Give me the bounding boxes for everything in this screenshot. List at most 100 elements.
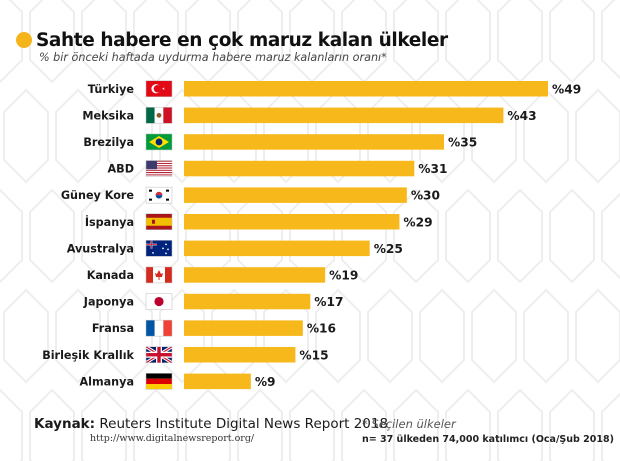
background-shape bbox=[133, 388, 179, 461]
source-url[interactable]: http://www.digitalnewsreport.org/ bbox=[90, 433, 255, 444]
data-label: %19 bbox=[329, 268, 358, 282]
data-label: %49 bbox=[552, 82, 581, 96]
category-label: İspanya bbox=[85, 215, 134, 229]
turkey-flag-icon bbox=[145, 80, 173, 97]
bar bbox=[184, 293, 311, 310]
bar bbox=[184, 187, 407, 203]
spain-flag-icon bbox=[145, 213, 173, 230]
background-shape bbox=[289, 388, 335, 461]
background-shape bbox=[81, 388, 127, 461]
japan-flag-icon bbox=[145, 293, 173, 310]
data-label: %29 bbox=[403, 215, 432, 229]
title-bullet-icon bbox=[16, 32, 32, 48]
category-label: Kanada bbox=[87, 269, 134, 282]
bar bbox=[184, 160, 415, 177]
data-label: %30 bbox=[411, 189, 440, 203]
background-shape bbox=[523, 88, 569, 184]
brazil-flag-icon bbox=[145, 133, 173, 151]
bar bbox=[184, 373, 251, 390]
data-label: %15 bbox=[299, 348, 328, 362]
bar bbox=[184, 267, 326, 283]
background-shape bbox=[237, 388, 283, 461]
background-shape bbox=[3, 88, 49, 184]
bar bbox=[184, 320, 303, 336]
data-label: %9 bbox=[255, 375, 276, 389]
background-shape bbox=[601, 192, 620, 280]
background-shape bbox=[81, 0, 127, 84]
background-shape bbox=[159, 288, 205, 384]
background-shape bbox=[575, 88, 620, 184]
background-shape bbox=[601, 0, 620, 80]
background-shape bbox=[549, 188, 595, 284]
background-shape bbox=[575, 288, 620, 384]
background-shape bbox=[549, 0, 595, 84]
background-shape bbox=[497, 188, 543, 284]
bar bbox=[184, 134, 444, 150]
background-shape bbox=[523, 288, 569, 384]
france-flag-icon bbox=[145, 319, 173, 337]
footnote: * Seçilen ülkeler bbox=[362, 417, 456, 431]
bar bbox=[184, 240, 370, 257]
background-shape bbox=[55, 288, 101, 384]
germany-flag-icon bbox=[145, 373, 173, 390]
bar bbox=[184, 107, 504, 124]
data-label: %31 bbox=[418, 162, 447, 176]
background-shape bbox=[29, 188, 75, 284]
background-shape bbox=[471, 288, 517, 384]
background-shape bbox=[29, 0, 75, 84]
background-shape bbox=[393, 188, 439, 284]
background-shape bbox=[0, 388, 23, 461]
source-text: Reuters Institute Digital News Report 20… bbox=[99, 416, 389, 432]
category-label: Türkiye bbox=[88, 83, 135, 96]
bar bbox=[184, 214, 400, 230]
background-shape bbox=[185, 388, 231, 461]
background-shape bbox=[601, 392, 620, 461]
uk-flag-icon bbox=[145, 345, 173, 365]
usa-flag-icon bbox=[145, 160, 173, 177]
background-shape bbox=[445, 188, 491, 284]
background-shape bbox=[497, 388, 543, 461]
background-shape bbox=[549, 388, 595, 461]
background-shape bbox=[0, 188, 23, 284]
background-shape bbox=[81, 188, 127, 284]
category-label: Almanya bbox=[79, 375, 134, 388]
category-label: Avustralya bbox=[67, 242, 134, 255]
canada-flag-icon bbox=[145, 266, 173, 284]
background-shape bbox=[419, 288, 465, 384]
south-korea-flag-icon bbox=[145, 186, 173, 204]
background-shape bbox=[107, 288, 153, 384]
data-label: %35 bbox=[448, 135, 477, 149]
background-shape bbox=[0, 0, 23, 84]
category-label: Birleşik Krallık bbox=[42, 349, 134, 362]
category-label: Japonya bbox=[83, 296, 134, 309]
mexico-flag-icon bbox=[145, 107, 173, 124]
category-label: Güney Kore bbox=[61, 189, 135, 202]
data-label: %17 bbox=[314, 295, 343, 309]
background-shape bbox=[29, 388, 75, 461]
background-shape bbox=[55, 88, 101, 184]
chart-title: Sahte habere en çok maruz kalan ülkeler bbox=[36, 30, 448, 51]
data-label: %16 bbox=[307, 322, 336, 336]
background-shape bbox=[367, 288, 413, 384]
background-shape bbox=[341, 388, 387, 461]
category-label: Fransa bbox=[92, 322, 134, 335]
sample-size: n= 37 ülkeden 74,000 katılımcı (Oca/Şub … bbox=[362, 434, 614, 445]
bar bbox=[184, 81, 548, 97]
data-label: %25 bbox=[374, 242, 403, 256]
source-label: Kaynak: bbox=[34, 416, 96, 432]
category-label: ABD bbox=[108, 163, 134, 176]
background-shape bbox=[445, 388, 491, 461]
background-shape bbox=[393, 388, 439, 461]
background-shape bbox=[3, 288, 49, 384]
category-label: Brezilya bbox=[83, 136, 134, 149]
source-line: Kaynak: Reuters Institute Digital News R… bbox=[34, 416, 388, 432]
background-shape bbox=[341, 188, 387, 284]
bar bbox=[184, 347, 296, 363]
background-shape bbox=[315, 288, 361, 384]
category-label: Meksika bbox=[82, 109, 134, 122]
chart-subtitle: % bir önceki haftada uydurma habere maru… bbox=[39, 51, 387, 64]
background-shape bbox=[263, 288, 309, 384]
australia-flag-icon bbox=[145, 240, 173, 257]
data-label: %43 bbox=[507, 109, 536, 123]
